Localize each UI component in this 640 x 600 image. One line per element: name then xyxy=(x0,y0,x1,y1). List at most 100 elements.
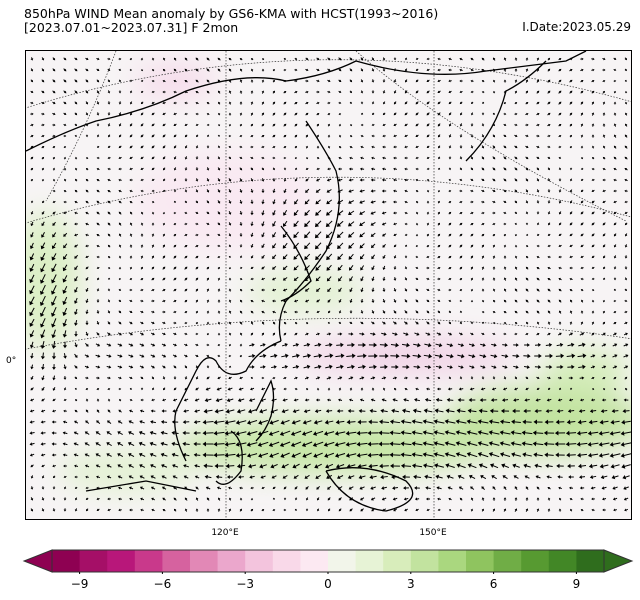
wind-arrow xyxy=(205,486,211,490)
wind-arrow xyxy=(206,222,210,226)
wind-arrow xyxy=(622,408,630,414)
wind-arrow xyxy=(416,200,419,204)
wind-arrow xyxy=(613,211,617,215)
wind-arrow xyxy=(437,222,441,226)
wind-arrow xyxy=(415,112,419,116)
wind-arrow xyxy=(370,189,376,193)
wind-arrow xyxy=(161,464,168,468)
wind-arrow xyxy=(558,200,562,204)
wind-arrow xyxy=(445,408,455,414)
wind-arrow xyxy=(580,398,585,402)
wind-arrow xyxy=(217,167,221,171)
wind-arrow xyxy=(283,146,287,149)
wind-arrow xyxy=(74,101,78,105)
wind-arrow xyxy=(488,430,500,435)
wind-arrow xyxy=(411,419,423,425)
wind-vectors xyxy=(29,57,631,512)
wind-arrow xyxy=(239,255,243,259)
wind-arrow xyxy=(206,266,210,270)
lat-label-equator: 0° xyxy=(6,356,17,366)
wind-arrow xyxy=(613,508,617,512)
wind-arrow xyxy=(415,68,419,72)
wind-arrow xyxy=(250,387,255,391)
wind-arrow xyxy=(250,167,254,171)
wind-arrow xyxy=(382,508,387,512)
wind-arrow xyxy=(404,134,408,138)
wind-arrow xyxy=(85,178,89,182)
wind-arrow xyxy=(380,474,388,480)
wind-arrow xyxy=(514,102,518,105)
wind-arrow xyxy=(591,200,595,204)
wind-arrow xyxy=(84,365,90,369)
wind-arrow xyxy=(283,188,287,194)
wind-arrow xyxy=(492,222,496,226)
wind-arrow xyxy=(602,156,606,160)
wind-arrow xyxy=(206,90,210,94)
wind-arrow xyxy=(390,353,400,359)
wind-arrow xyxy=(481,497,485,501)
wind-arrow xyxy=(525,211,529,215)
wind-arrow xyxy=(448,509,452,512)
wind-arrow xyxy=(129,288,133,292)
wind-arrow xyxy=(525,310,529,314)
wind-arrow xyxy=(51,352,57,360)
wind-arrow xyxy=(52,211,56,215)
wind-arrow xyxy=(118,145,122,149)
wind-arrow xyxy=(503,376,507,380)
wind-arrow xyxy=(29,330,35,338)
wind-arrow xyxy=(272,265,277,270)
wind-arrow xyxy=(85,68,89,72)
colorbar-extend-max xyxy=(603,549,634,573)
wind-arrow xyxy=(503,288,507,292)
wind-arrow xyxy=(625,101,628,105)
wind-arrow xyxy=(359,332,365,336)
wind-arrow xyxy=(63,79,67,83)
wind-arrow xyxy=(235,442,247,447)
wind-arrow xyxy=(558,288,562,292)
wind-arrow xyxy=(381,189,387,193)
wind-arrow xyxy=(479,397,487,403)
wind-arrow xyxy=(348,265,354,271)
wind-arrow xyxy=(250,188,254,193)
wind-arrow xyxy=(411,452,423,458)
wind-arrow xyxy=(195,497,199,501)
wind-arrow xyxy=(569,68,573,72)
wind-arrow xyxy=(172,343,177,347)
wind-arrow xyxy=(30,375,34,380)
wind-arrow xyxy=(315,199,321,205)
wind-arrow xyxy=(415,57,419,60)
wind-arrow xyxy=(183,464,190,468)
wind-arrow xyxy=(282,231,288,238)
wind-arrow xyxy=(492,376,496,380)
wind-arrow xyxy=(547,79,551,83)
wind-arrow xyxy=(30,200,34,204)
wind-arrow xyxy=(129,376,133,380)
wind-arrow xyxy=(525,189,529,193)
wind-arrow xyxy=(74,276,78,282)
wind-arrow xyxy=(184,211,188,215)
wind-arrow xyxy=(118,278,122,281)
wind-arrow xyxy=(106,431,112,436)
wind-arrow xyxy=(129,278,133,281)
wind-arrow xyxy=(217,79,221,83)
wind-arrow xyxy=(558,266,562,270)
wind-arrow xyxy=(411,463,423,469)
wind-arrow xyxy=(173,167,177,171)
wind-arrow xyxy=(96,112,100,116)
wind-arrow xyxy=(182,441,190,447)
wind-arrow xyxy=(591,299,595,303)
wind-arrow xyxy=(536,244,540,248)
wind-arrow xyxy=(261,135,265,138)
wind-arrow xyxy=(151,376,154,380)
wind-arrow xyxy=(203,408,213,414)
wind-arrow xyxy=(459,200,463,204)
wind-arrow xyxy=(603,277,606,281)
wind-arrow xyxy=(492,311,496,314)
wind-arrow xyxy=(468,397,476,403)
wind-arrow xyxy=(127,441,135,446)
wind-arrow xyxy=(426,222,430,226)
wind-arrow xyxy=(39,295,46,306)
wind-arrow xyxy=(324,419,334,425)
wind-arrow xyxy=(305,134,308,138)
wind-arrow xyxy=(293,265,299,271)
